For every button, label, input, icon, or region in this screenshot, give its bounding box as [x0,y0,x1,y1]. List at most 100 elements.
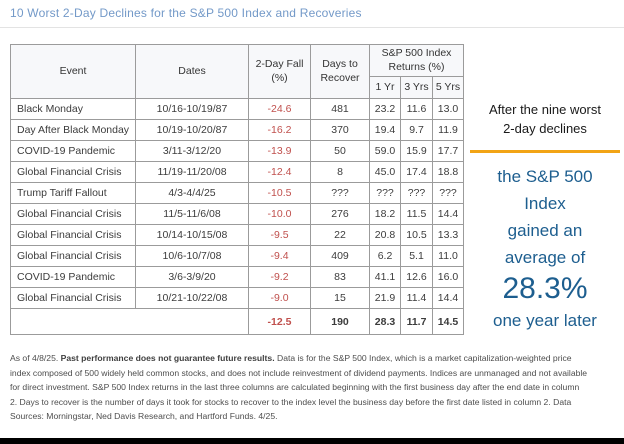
return-3yrs-cell: 11.4 [400,287,433,309]
event-cell: Global Financial Crisis [10,203,136,225]
dates-cell: 10/19-10/20/87 [135,119,249,141]
table-row: Global Financial Crisis 10/14-10/15/08 -… [10,224,465,246]
return-1yr-cell: 45.0 [369,161,401,183]
callout-message: the S&P 500 Index gained an average of 2… [466,163,624,334]
recover-cell: 50 [310,140,370,162]
return-3yrs-cell: 12.6 [400,266,433,288]
callout-intro: After the nine worst 2-day declines [466,100,624,138]
average-row: -12.5 190 28.3 11.7 14.5 [10,308,465,335]
table-row: Trump Tariff Fallout 4/3-4/4/25 -10.5 ??… [10,182,465,204]
average-3yrs-cell: 11.7 [400,308,433,335]
bottom-bar [0,438,624,444]
recover-cell: 481 [310,98,370,120]
dates-cell: 3/6-3/9/20 [135,266,249,288]
declines-table: Event Dates 2-Day Fall (%) Days to Recov… [10,44,465,335]
footnote-asof: As of 4/8/25. [10,353,61,363]
fall-cell: -9.4 [248,245,311,267]
event-cell: Black Monday [10,98,136,120]
return-5yrs-cell: 17.7 [431,140,465,162]
fall-cell: -9.5 [248,224,311,246]
recover-cell: ??? [310,182,370,204]
table-row: Black Monday 10/16-10/19/87 -24.6 481 23… [10,98,465,120]
return-1yr-cell: 23.2 [369,98,401,120]
header-5yrs: 5 Yrs [431,76,465,99]
return-1yr-cell: 18.2 [369,203,401,225]
header-event: Event [10,44,136,99]
return-3yrs-cell: 17.4 [400,161,433,183]
dates-cell: 3/11-3/12/20 [135,140,249,162]
callout: After the nine worst 2-day declines the … [466,100,624,334]
header-fall: 2-Day Fall (%) [248,44,311,99]
title-divider [0,27,624,28]
return-1yr-cell: 21.9 [369,287,401,309]
event-cell: Global Financial Crisis [10,245,136,267]
average-5yrs-cell: 14.5 [431,308,465,335]
table-row: COVID-19 Pandemic 3/11-3/12/20 -13.9 50 … [10,140,465,162]
recover-cell: 8 [310,161,370,183]
dates-cell: 10/6-10/7/08 [135,245,249,267]
return-5yrs-cell: ??? [431,182,465,204]
dates-cell: 11/5-11/6/08 [135,203,249,225]
return-3yrs-cell: ??? [400,182,433,204]
dates-cell: 4/3-4/4/25 [135,182,249,204]
return-3yrs-cell: 11.5 [400,203,433,225]
return-3yrs-cell: 10.5 [400,224,433,246]
return-1yr-cell: 20.8 [369,224,401,246]
recover-cell: 276 [310,203,370,225]
return-5yrs-cell: 13.0 [431,98,465,120]
average-fall-cell: -12.5 [248,308,311,335]
return-5yrs-cell: 13.3 [431,224,465,246]
event-cell: Global Financial Crisis [10,161,136,183]
average-recover-cell: 190 [310,308,370,335]
table-row: Global Financial Crisis 10/6-10/7/08 -9.… [10,245,465,267]
event-cell: COVID-19 Pandemic [10,266,136,288]
average-blank-cell [10,308,249,335]
return-5yrs-cell: 18.8 [431,161,465,183]
table-row: Global Financial Crisis 10/21-10/22/08 -… [10,287,465,309]
event-cell: COVID-19 Pandemic [10,140,136,162]
fall-cell: -10.5 [248,182,311,204]
callout-divider [470,150,620,153]
event-cell: Global Financial Crisis [10,287,136,309]
callout-outro: one year later [493,311,597,330]
event-cell: Trump Tariff Fallout [10,182,136,204]
fall-cell: -10.0 [248,203,311,225]
callout-intro-line2: 2-day declines [503,121,587,136]
callout-intro-line1: After the nine worst [489,102,601,117]
dates-cell: 10/14-10/15/08 [135,224,249,246]
event-cell: Global Financial Crisis [10,224,136,246]
fall-cell: -9.2 [248,266,311,288]
fall-cell: -16.2 [248,119,311,141]
return-3yrs-cell: 9.7 [400,119,433,141]
return-1yr-cell: 19.4 [369,119,401,141]
page-title: 10 Worst 2-Day Declines for the S&P 500 … [10,6,362,20]
return-1yr-cell: ??? [369,182,401,204]
header-returns-group: S&P 500 Index Returns (%) [368,44,465,77]
average-1yr-cell: 28.3 [369,308,401,335]
recover-cell: 409 [310,245,370,267]
return-3yrs-cell: 5.1 [400,245,433,267]
return-1yr-cell: 6.2 [369,245,401,267]
callout-message-line1: the S&P 500 [497,167,593,186]
return-5yrs-cell: 11.0 [431,245,465,267]
recover-cell: 15 [310,287,370,309]
footnote-disclaimer: Past performance does not guarantee futu… [60,353,277,363]
dates-cell: 10/16-10/19/87 [135,98,249,120]
callout-message-line2: Index [524,194,566,213]
dates-cell: 11/19-11/20/08 [135,161,249,183]
return-1yr-cell: 41.1 [369,266,401,288]
recover-cell: 370 [310,119,370,141]
return-5yrs-cell: 16.0 [431,266,465,288]
table-row: Global Financial Crisis 11/19-11/20/08 -… [10,161,465,183]
callout-highlight: 28.3% [502,272,588,305]
return-5yrs-cell: 11.9 [431,119,465,141]
fall-cell: -12.4 [248,161,311,183]
fall-cell: -24.6 [248,98,311,120]
callout-message-line3: gained an [507,221,583,240]
recover-cell: 83 [310,266,370,288]
recover-cell: 22 [310,224,370,246]
table-row: Day After Black Monday 10/19-10/20/87 -1… [10,119,465,141]
return-5yrs-cell: 14.4 [431,287,465,309]
dates-cell: 10/21-10/22/08 [135,287,249,309]
